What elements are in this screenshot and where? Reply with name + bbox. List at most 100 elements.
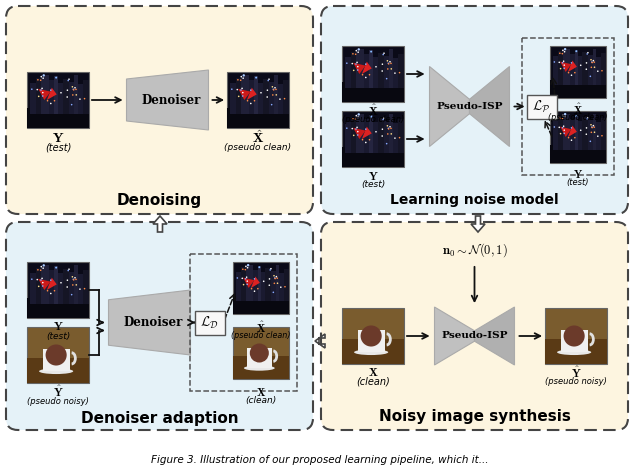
Circle shape bbox=[67, 286, 68, 288]
Polygon shape bbox=[38, 279, 51, 290]
Circle shape bbox=[276, 282, 278, 284]
Circle shape bbox=[357, 134, 358, 136]
Bar bbox=[522, 38, 614, 175]
Bar bbox=[342, 339, 404, 364]
Circle shape bbox=[369, 74, 371, 76]
Bar bbox=[247, 348, 272, 367]
Text: (test): (test) bbox=[45, 143, 71, 153]
Bar bbox=[58, 83, 63, 114]
Bar bbox=[266, 268, 271, 301]
Circle shape bbox=[250, 89, 252, 91]
Circle shape bbox=[240, 79, 241, 81]
Circle shape bbox=[560, 133, 561, 134]
Bar bbox=[261, 272, 266, 301]
Circle shape bbox=[387, 133, 388, 135]
Circle shape bbox=[246, 280, 248, 282]
Bar bbox=[49, 80, 54, 114]
Circle shape bbox=[279, 99, 281, 100]
Circle shape bbox=[71, 294, 72, 296]
Bar bbox=[58, 273, 63, 304]
Bar bbox=[27, 298, 89, 318]
Text: (clean): (clean) bbox=[245, 396, 276, 405]
Circle shape bbox=[269, 269, 271, 271]
Circle shape bbox=[273, 89, 275, 90]
Circle shape bbox=[370, 116, 372, 118]
Circle shape bbox=[389, 126, 391, 128]
Bar bbox=[553, 121, 558, 150]
Circle shape bbox=[591, 67, 592, 68]
Circle shape bbox=[231, 89, 232, 90]
Polygon shape bbox=[238, 89, 251, 100]
Circle shape bbox=[79, 99, 81, 100]
Circle shape bbox=[273, 275, 275, 277]
Circle shape bbox=[563, 125, 564, 127]
Bar bbox=[358, 330, 385, 352]
Text: Denoiser: Denoiser bbox=[142, 93, 201, 107]
Text: $\mathbf{Y}$: $\mathbf{Y}$ bbox=[367, 169, 378, 182]
Text: (test): (test) bbox=[361, 180, 385, 189]
Text: $\mathbf{X}$: $\mathbf{X}$ bbox=[256, 386, 266, 398]
Polygon shape bbox=[471, 216, 485, 232]
Bar bbox=[389, 114, 394, 153]
Text: Denoiser: Denoiser bbox=[124, 316, 183, 329]
Circle shape bbox=[273, 283, 275, 284]
Circle shape bbox=[564, 116, 565, 118]
Circle shape bbox=[72, 86, 73, 88]
Circle shape bbox=[280, 287, 282, 288]
Circle shape bbox=[586, 133, 587, 135]
Text: $\hat{\mathbf{Y}}$: $\hat{\mathbf{Y}}$ bbox=[571, 366, 581, 381]
Circle shape bbox=[36, 89, 38, 90]
Circle shape bbox=[591, 61, 593, 63]
Circle shape bbox=[76, 284, 77, 286]
Bar bbox=[258, 83, 263, 114]
Bar bbox=[54, 267, 58, 304]
Bar bbox=[563, 49, 570, 85]
Circle shape bbox=[562, 127, 563, 129]
Text: (test): (test) bbox=[567, 178, 589, 187]
Circle shape bbox=[42, 92, 44, 93]
Polygon shape bbox=[474, 307, 515, 365]
Circle shape bbox=[597, 135, 598, 137]
Bar bbox=[269, 82, 274, 114]
Circle shape bbox=[591, 126, 593, 128]
Bar bbox=[596, 58, 601, 85]
Bar bbox=[83, 270, 89, 304]
Circle shape bbox=[73, 89, 74, 90]
Circle shape bbox=[382, 54, 384, 55]
Circle shape bbox=[284, 98, 285, 99]
Text: $\hat{\mathbf{X}}$: $\hat{\mathbf{X}}$ bbox=[573, 101, 583, 117]
Polygon shape bbox=[362, 62, 372, 74]
Circle shape bbox=[399, 137, 401, 139]
Polygon shape bbox=[153, 216, 167, 232]
Bar bbox=[399, 119, 404, 153]
Bar bbox=[233, 262, 289, 314]
Circle shape bbox=[55, 267, 57, 268]
Circle shape bbox=[346, 62, 348, 64]
Bar bbox=[351, 117, 356, 153]
Bar bbox=[74, 265, 79, 304]
Circle shape bbox=[601, 135, 603, 137]
Polygon shape bbox=[243, 278, 254, 288]
Circle shape bbox=[383, 52, 385, 54]
Circle shape bbox=[390, 62, 392, 64]
Circle shape bbox=[50, 103, 52, 104]
Circle shape bbox=[37, 79, 38, 80]
Circle shape bbox=[242, 268, 244, 270]
Circle shape bbox=[568, 137, 570, 139]
Circle shape bbox=[54, 100, 55, 101]
Circle shape bbox=[575, 50, 577, 52]
Circle shape bbox=[564, 51, 565, 52]
Circle shape bbox=[237, 79, 239, 80]
Text: (pseudo noisy): (pseudo noisy) bbox=[545, 377, 607, 387]
Circle shape bbox=[591, 62, 593, 63]
Polygon shape bbox=[568, 60, 577, 72]
Circle shape bbox=[42, 282, 44, 283]
Bar bbox=[79, 274, 83, 304]
Circle shape bbox=[270, 268, 272, 269]
Circle shape bbox=[387, 125, 388, 127]
Circle shape bbox=[387, 60, 388, 61]
Circle shape bbox=[355, 53, 356, 55]
Circle shape bbox=[563, 132, 565, 134]
Circle shape bbox=[245, 266, 246, 267]
Circle shape bbox=[589, 140, 591, 142]
